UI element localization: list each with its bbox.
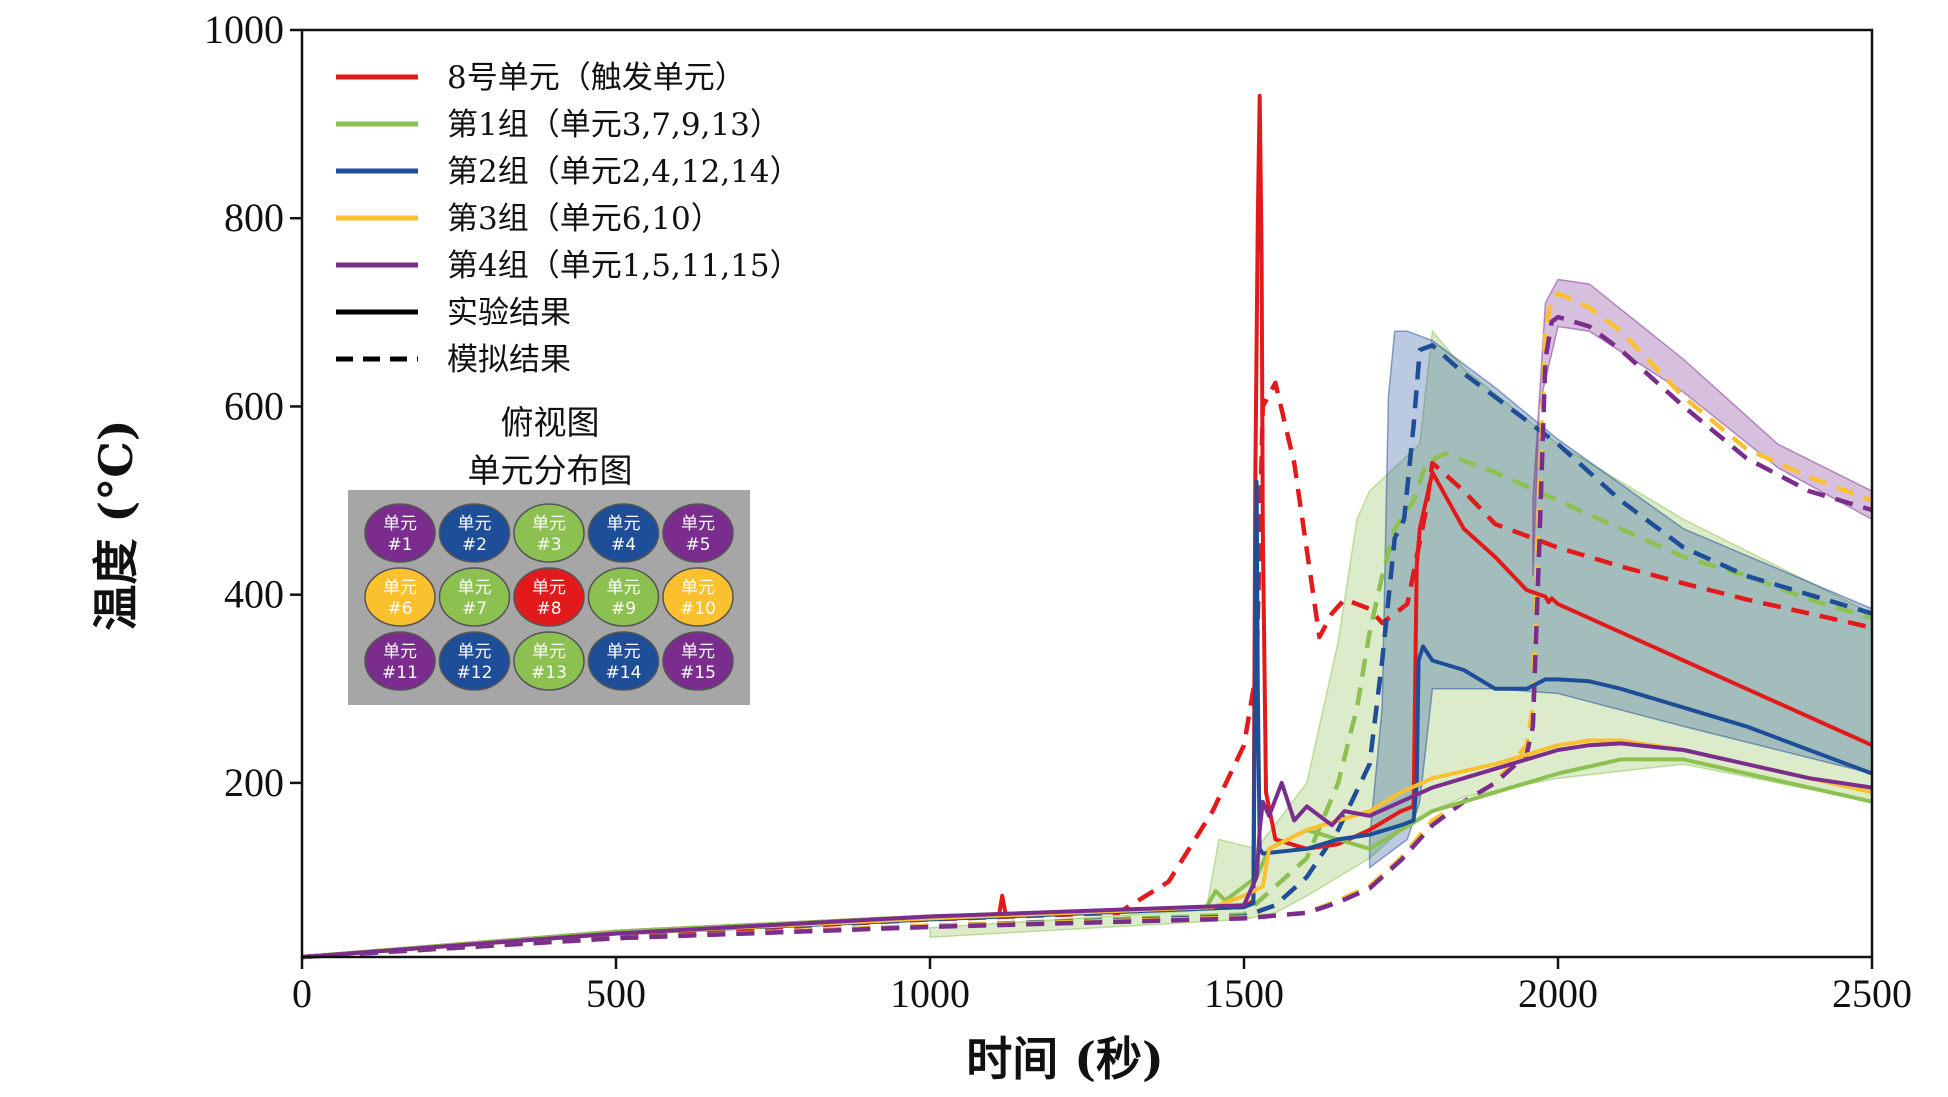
cell-number: #7 xyxy=(462,599,487,619)
cell-15 xyxy=(662,631,734,691)
cell-6 xyxy=(364,567,436,627)
y-tick-label: 600 xyxy=(224,383,284,428)
series-line-6-simulated xyxy=(301,343,1873,960)
legend-label: 模拟结果 xyxy=(447,342,571,378)
x-tick-label: 2000 xyxy=(1518,971,1598,1016)
legend-label: 实验结果 xyxy=(447,295,571,331)
cell-number: #14 xyxy=(606,663,642,683)
cell-number: #1 xyxy=(387,535,412,555)
cell-12 xyxy=(438,631,511,691)
cell-label: 单元 xyxy=(532,578,566,598)
cell-9 xyxy=(587,567,660,627)
cell-label: 单元 xyxy=(458,578,492,598)
inset-title-line2: 单元分布图 xyxy=(468,451,633,490)
plot-frame xyxy=(300,28,1874,959)
axes: 0 500 1000 1500 2000 2500 200 400 600 800 1000 xyxy=(204,7,1912,1016)
cell-number: #13 xyxy=(531,663,567,683)
cell-label: 单元 xyxy=(383,578,417,598)
cell-label: 单元 xyxy=(607,514,641,534)
legend-label: 第1组（单元3,7,9,13） xyxy=(447,107,781,143)
x-tick-label: 2500 xyxy=(1832,971,1912,1016)
inset-title-line1: 俯视图 xyxy=(501,403,600,442)
legend-label: 第4组（单元1,5,11,15） xyxy=(447,248,801,284)
cell-number: #2 xyxy=(462,535,487,555)
cell-number: #8 xyxy=(536,599,561,619)
cell-5 xyxy=(662,503,734,563)
cell-number: #10 xyxy=(680,599,716,619)
cell-number: #12 xyxy=(457,663,493,683)
cell-4 xyxy=(587,503,660,563)
cell-layout-inset: 俯视图单元分布图单元#1单元#2单元#3单元#4单元#5单元#6单元#7单元#8… xyxy=(348,403,750,705)
cell-label: 单元 xyxy=(681,578,715,598)
series-line-2-simulated xyxy=(301,380,1873,960)
cell-number: #6 xyxy=(387,599,412,619)
series-line-4-simulated xyxy=(301,451,1873,960)
cell-3 xyxy=(513,503,585,563)
cell-label: 单元 xyxy=(681,642,715,662)
y-tick-label: 800 xyxy=(224,195,284,240)
y-tick-label: 400 xyxy=(224,572,284,617)
cell-number: #3 xyxy=(536,535,561,555)
cell-7 xyxy=(438,567,511,627)
cell-8 xyxy=(513,567,585,627)
cell-2 xyxy=(438,503,511,563)
x-tick-label: 0 xyxy=(292,971,312,1016)
cell-number: #15 xyxy=(680,663,716,683)
legend: 8号单元（触发单元） 第1组（单元3,7,9,13） 第2组（单元2,4,12,14… xyxy=(336,60,801,378)
cell-number: #11 xyxy=(382,663,418,683)
cell-label: 单元 xyxy=(532,514,566,534)
cell-label: 单元 xyxy=(383,642,417,662)
y-axis-label: 温度 (°C) xyxy=(89,419,143,630)
series-line-9-experimental xyxy=(301,741,1873,959)
x-tick-label: 1500 xyxy=(1204,971,1284,1016)
x-tick-label: 1000 xyxy=(890,971,970,1016)
cell-13 xyxy=(513,631,585,691)
cell-1 xyxy=(364,503,436,563)
cell-label: 单元 xyxy=(607,642,641,662)
cell-label: 单元 xyxy=(458,642,492,662)
cell-11 xyxy=(364,631,436,691)
series-lines xyxy=(301,93,1873,960)
cell-number: #4 xyxy=(611,535,636,555)
series-line-5-experimental xyxy=(301,479,1873,959)
legend-label: 第3组（单元6,10） xyxy=(447,201,722,237)
cell-label: 单元 xyxy=(458,514,492,534)
y-tick-label: 1000 xyxy=(204,7,284,52)
y-tick-label: 200 xyxy=(224,760,284,805)
cell-label: 单元 xyxy=(681,514,715,534)
cell-10 xyxy=(662,567,734,627)
cell-label: 单元 xyxy=(532,642,566,662)
cell-label: 单元 xyxy=(607,578,641,598)
legend-label: 第2组（单元2,4,12,14） xyxy=(447,154,801,190)
cell-number: #5 xyxy=(685,535,710,555)
x-axis-label: 时间 (秒) xyxy=(966,1032,1164,1086)
cell-number: #9 xyxy=(611,599,636,619)
legend-label: 8号单元（触发单元） xyxy=(447,60,746,96)
x-tick-label: 500 xyxy=(586,971,646,1016)
cell-14 xyxy=(587,631,660,691)
cell-label: 单元 xyxy=(383,514,417,534)
